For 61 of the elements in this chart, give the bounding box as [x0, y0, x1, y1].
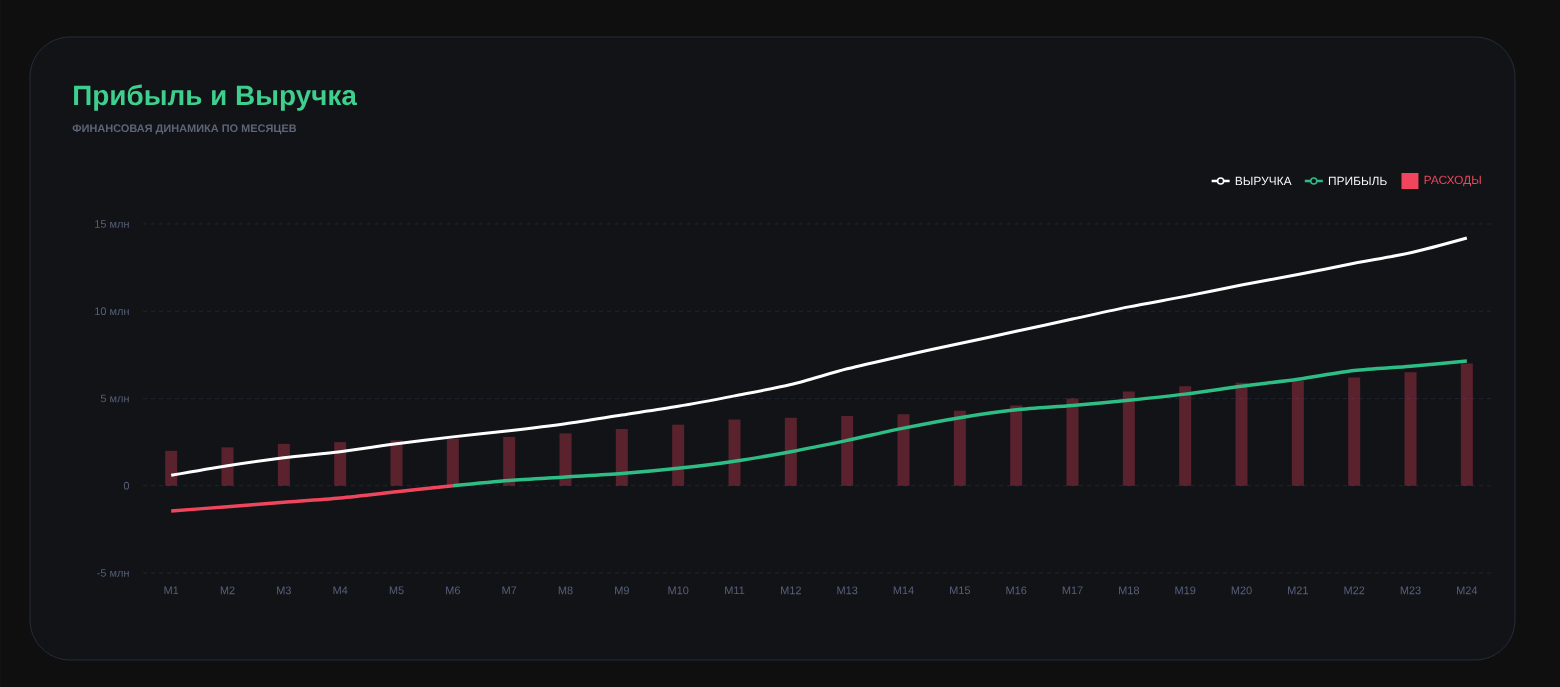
bar [1010, 405, 1023, 486]
y-tick-label: 5 млн [100, 394, 129, 403]
bar [1348, 377, 1361, 486]
bar [728, 419, 741, 486]
chart-title: Прибыль и Выручка [74, 84, 358, 111]
x-tick-label: M18 [1119, 586, 1140, 595]
x-tick-label: M6 [446, 586, 460, 595]
x-tick-label: M19 [1175, 586, 1196, 595]
x-tick-label: M16 [1006, 586, 1027, 595]
x-tick-label: M15 [950, 586, 971, 595]
x-tick-label: M2 [220, 586, 235, 595]
bar [1179, 386, 1192, 486]
x-tick-label: M8 [558, 586, 573, 595]
x-tick-label: M9 [615, 586, 629, 595]
bar [446, 438, 459, 486]
x-tick-label: M20 [1231, 586, 1252, 595]
bar [1291, 381, 1304, 486]
x-tick-label: M3 [277, 586, 291, 595]
x-tick-label: M10 [668, 586, 689, 595]
x-tick-label: M11 [725, 586, 745, 595]
bar [784, 417, 797, 486]
y-tick-label: 10 млн [95, 307, 129, 316]
bar [897, 414, 910, 486]
bar [221, 447, 234, 486]
x-tick-label: M22 [1344, 586, 1365, 595]
bar [841, 415, 854, 486]
y-tick-label: 0 [123, 481, 130, 490]
x-tick-label: M1 [164, 586, 179, 595]
bar [277, 443, 290, 486]
bar [165, 450, 178, 486]
x-tick-label: M12 [781, 586, 801, 595]
y-tick-label: 15 млн [95, 220, 129, 228]
bar [1066, 398, 1079, 486]
bar [1460, 363, 1473, 486]
bar [1122, 391, 1135, 486]
line-series [169, 483, 455, 513]
bar [953, 410, 966, 486]
x-tick-label: M21 [1288, 586, 1308, 595]
bar [390, 440, 403, 486]
x-tick-label: M13 [837, 586, 858, 595]
y-tick-label: -5 млн [97, 569, 129, 577]
chart-subtitle: ФИНАНСОВАЯ ДИНАМИКА ПО МЕСЯЦЕВ [72, 124, 297, 135]
bar [672, 424, 685, 486]
x-tick-label: M24 [1457, 586, 1478, 595]
legend-label: ВЫРУЧКА [1235, 176, 1292, 186]
bar [503, 436, 516, 486]
bar [559, 433, 572, 486]
legend-label: ПРИБЫЛЬ [1328, 176, 1387, 186]
bar [1404, 372, 1417, 486]
line-series [451, 359, 1469, 488]
x-tick-label: M23 [1400, 586, 1421, 595]
legend-label: РАСХОДЫ [1424, 175, 1481, 187]
x-tick-label: M7 [502, 586, 517, 595]
bar [1235, 382, 1248, 486]
bar [334, 442, 347, 486]
x-tick-label: M14 [893, 586, 914, 595]
x-tick-label: M17 [1062, 586, 1083, 595]
line-series [169, 236, 1469, 477]
x-tick-label: M4 [333, 586, 348, 595]
x-tick-label: M5 [389, 586, 404, 595]
bar [615, 429, 628, 486]
